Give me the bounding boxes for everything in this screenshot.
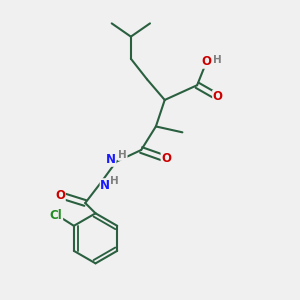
Text: H: H bbox=[110, 176, 119, 186]
Text: H: H bbox=[213, 55, 221, 64]
Text: Cl: Cl bbox=[50, 209, 63, 222]
Text: O: O bbox=[201, 55, 211, 68]
Text: N: N bbox=[106, 153, 116, 166]
Text: O: O bbox=[161, 152, 171, 165]
Text: O: O bbox=[213, 91, 223, 103]
Text: N: N bbox=[100, 179, 110, 192]
Text: H: H bbox=[118, 150, 127, 160]
Text: O: O bbox=[55, 189, 65, 202]
